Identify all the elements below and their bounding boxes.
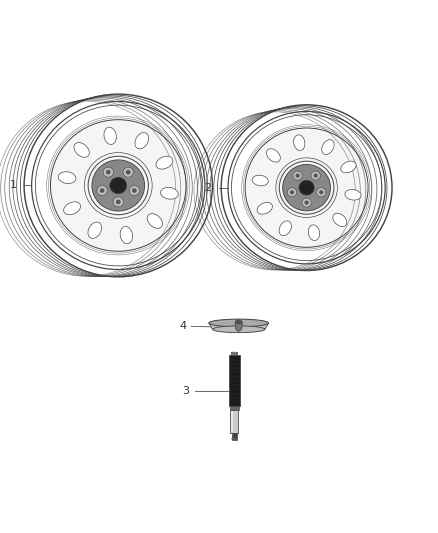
Polygon shape <box>64 202 81 215</box>
Ellipse shape <box>116 200 120 204</box>
Ellipse shape <box>132 188 137 193</box>
Ellipse shape <box>103 167 113 177</box>
Ellipse shape <box>311 171 320 180</box>
Polygon shape <box>74 143 89 157</box>
Ellipse shape <box>287 188 297 197</box>
Polygon shape <box>88 222 102 238</box>
Ellipse shape <box>209 319 268 327</box>
Polygon shape <box>120 227 133 244</box>
Polygon shape <box>308 225 320 240</box>
Ellipse shape <box>317 188 326 197</box>
Polygon shape <box>58 172 76 183</box>
Ellipse shape <box>50 120 186 251</box>
Polygon shape <box>341 161 356 173</box>
Ellipse shape <box>293 171 302 180</box>
Ellipse shape <box>235 320 242 331</box>
Ellipse shape <box>113 197 124 207</box>
Bar <box>231 352 237 356</box>
Ellipse shape <box>97 185 107 196</box>
Ellipse shape <box>129 185 140 196</box>
Ellipse shape <box>245 128 368 247</box>
Ellipse shape <box>283 165 331 211</box>
Polygon shape <box>322 140 334 155</box>
Ellipse shape <box>290 190 294 195</box>
Ellipse shape <box>106 170 111 174</box>
Ellipse shape <box>123 167 134 177</box>
Ellipse shape <box>232 438 237 440</box>
Polygon shape <box>135 133 148 149</box>
Ellipse shape <box>304 200 309 205</box>
Bar <box>232 432 237 440</box>
Polygon shape <box>161 188 178 199</box>
Ellipse shape <box>302 198 311 207</box>
Polygon shape <box>147 214 162 228</box>
Polygon shape <box>104 127 117 144</box>
Text: 1: 1 <box>10 181 17 190</box>
Polygon shape <box>209 323 268 329</box>
Ellipse shape <box>100 188 105 193</box>
Ellipse shape <box>296 174 300 177</box>
Ellipse shape <box>319 190 323 195</box>
Polygon shape <box>333 213 347 227</box>
Ellipse shape <box>212 326 265 333</box>
Ellipse shape <box>235 320 242 324</box>
Ellipse shape <box>299 180 314 195</box>
Ellipse shape <box>110 177 127 193</box>
Text: 4: 4 <box>179 321 186 332</box>
Ellipse shape <box>231 352 237 354</box>
Polygon shape <box>257 203 272 214</box>
Ellipse shape <box>92 160 145 211</box>
Bar <box>230 410 238 432</box>
Polygon shape <box>345 190 361 200</box>
Polygon shape <box>252 175 268 186</box>
Bar <box>229 356 240 406</box>
Polygon shape <box>156 156 173 169</box>
Polygon shape <box>279 221 291 236</box>
Ellipse shape <box>314 174 318 177</box>
Text: 2: 2 <box>205 183 212 192</box>
Polygon shape <box>293 135 305 150</box>
Polygon shape <box>266 149 280 162</box>
Text: 3: 3 <box>183 386 190 397</box>
Bar <box>230 406 239 410</box>
Ellipse shape <box>126 170 131 174</box>
